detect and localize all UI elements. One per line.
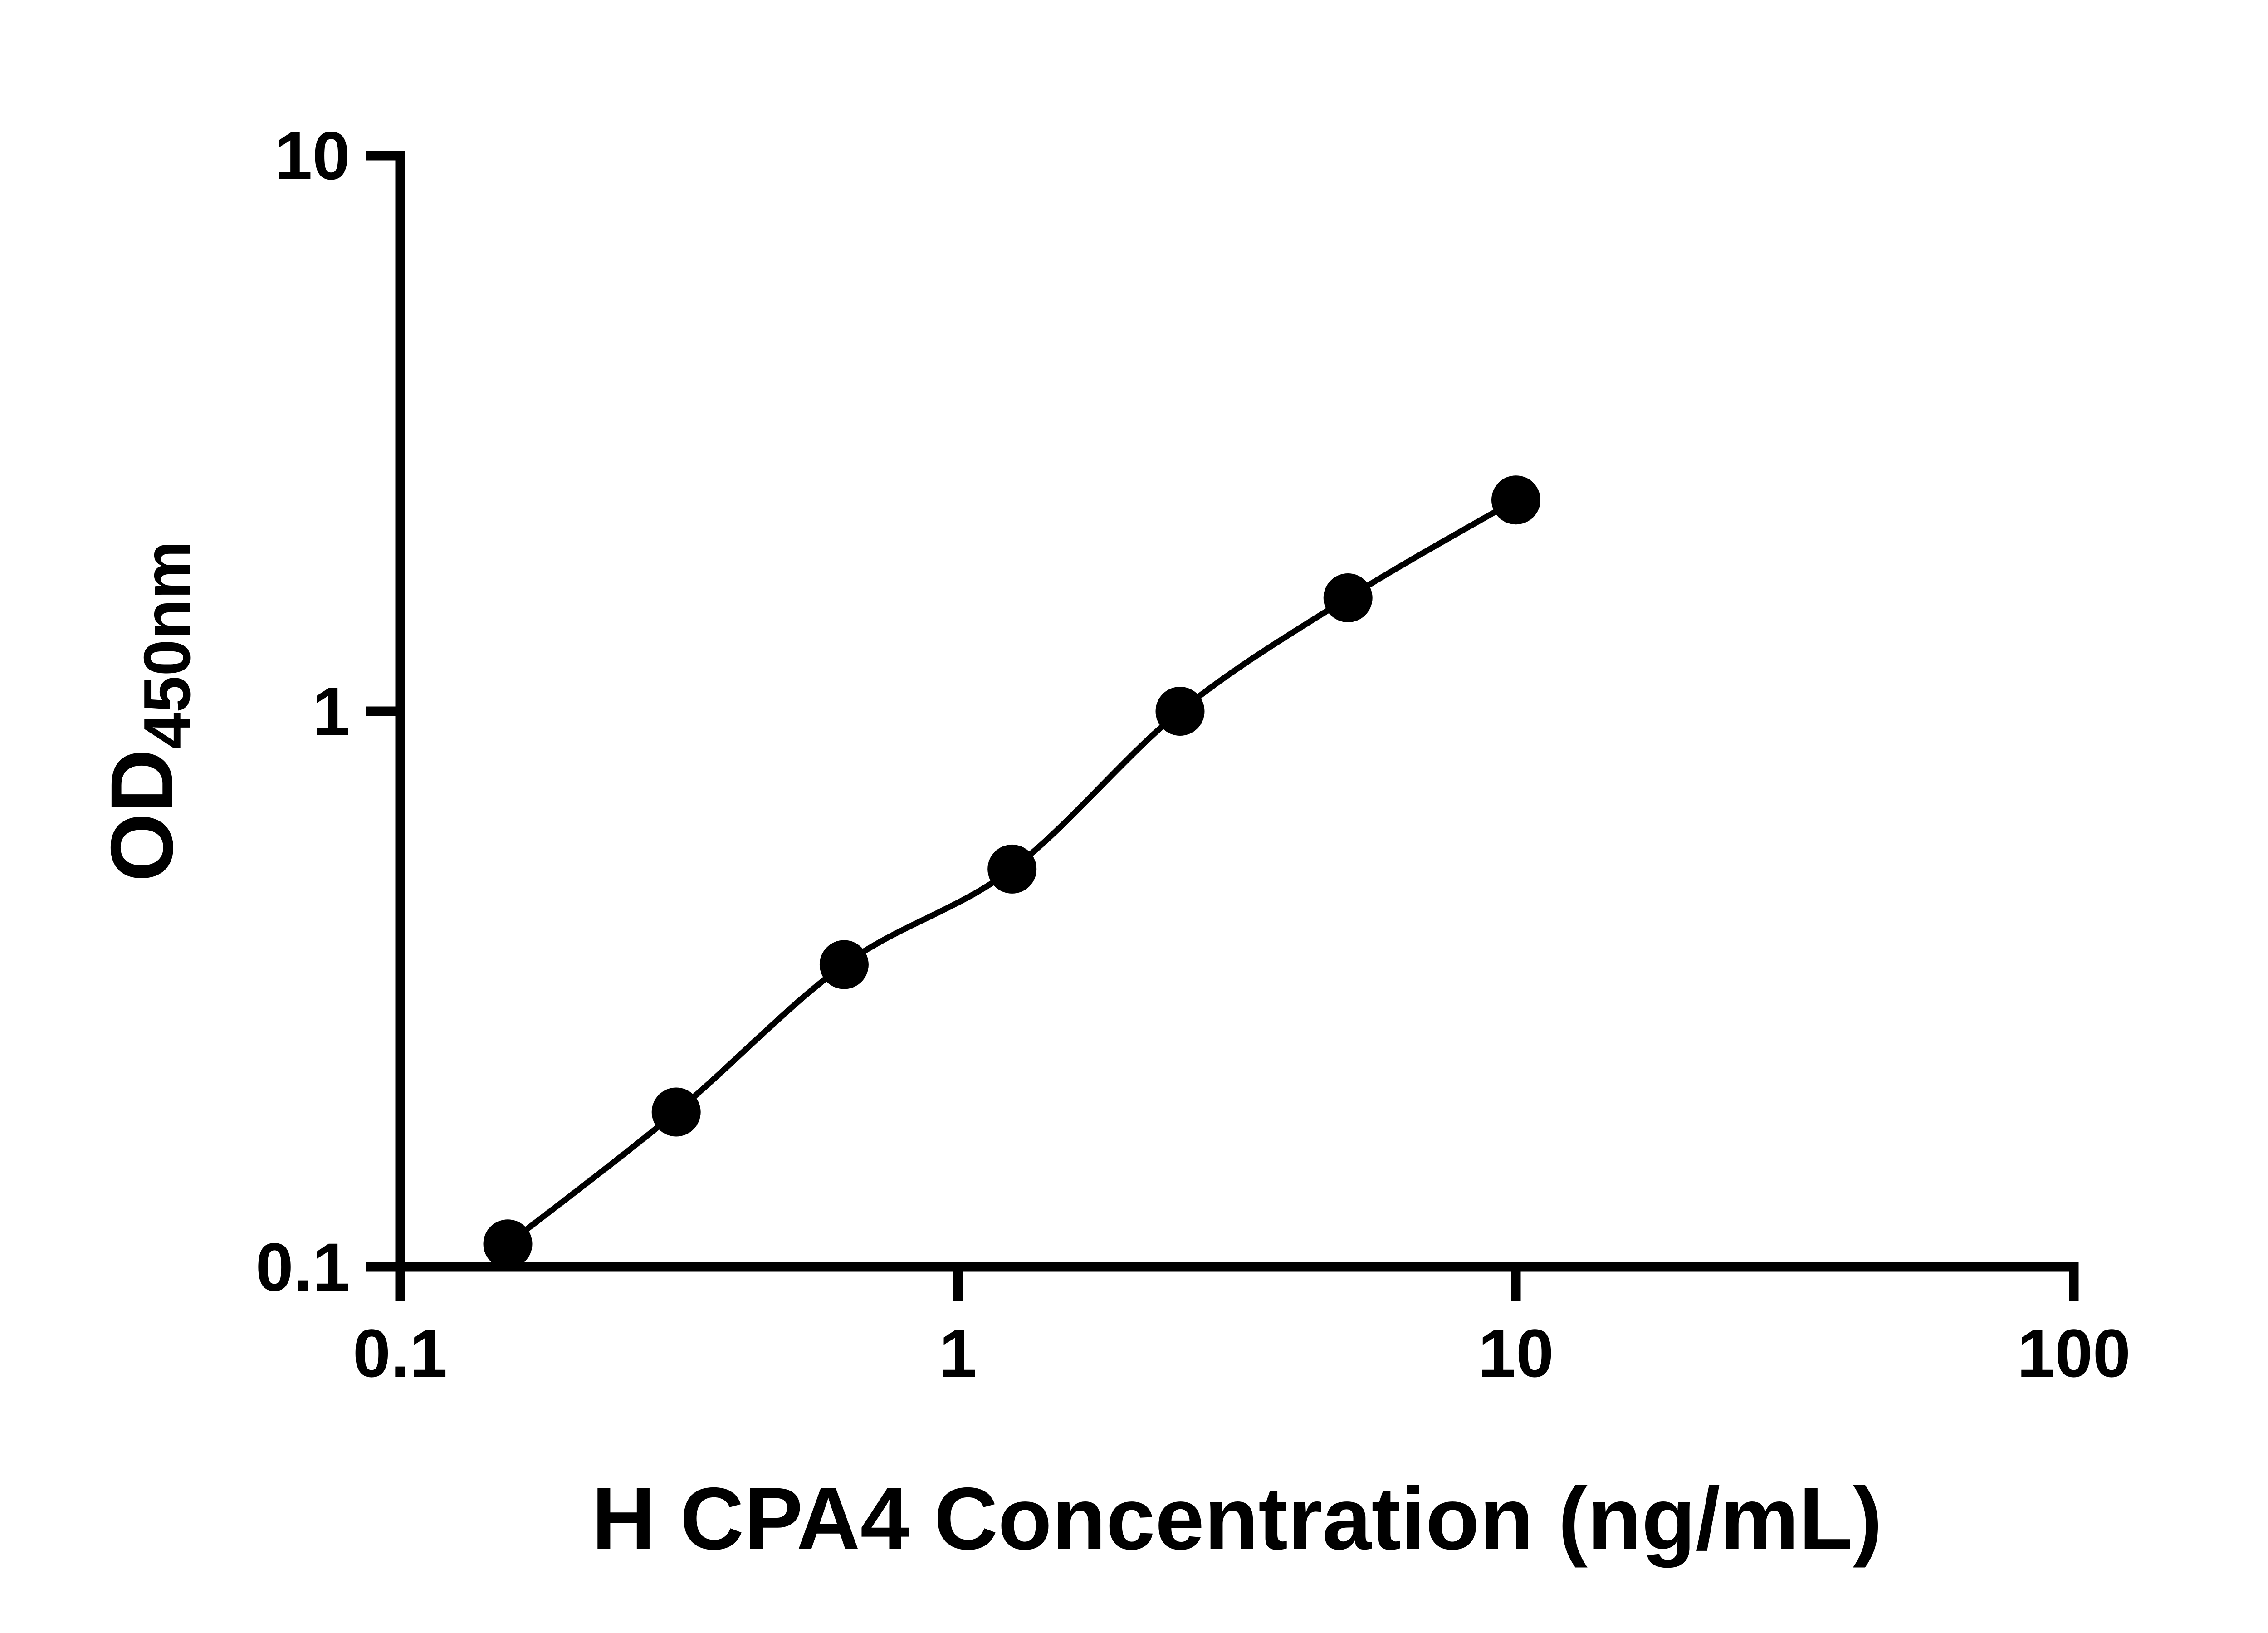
data-point-marker: [1491, 475, 1540, 525]
axis-spine: [395, 151, 2079, 1272]
x-tick-label: 100: [2017, 1315, 2131, 1391]
x-tick-label: 0.1: [353, 1315, 448, 1391]
y-tick-label: 1: [313, 673, 350, 749]
y-tick-label: 10: [274, 117, 350, 194]
y-axis-title-subscript: 450nm: [130, 541, 204, 749]
data-point-marker: [819, 940, 869, 989]
data-point-marker: [1155, 687, 1205, 736]
y-tick-label: 0.1: [255, 1229, 350, 1305]
axes: 0.1 1 10 100 10 1 0.1: [255, 117, 2131, 1391]
y-axis-title-main: OD: [93, 749, 191, 882]
y-axis-title: OD450nm: [93, 541, 204, 882]
x-tick-label: 1: [939, 1315, 977, 1391]
x-tick-label: 10: [1478, 1315, 1554, 1391]
data-point-marker: [483, 1219, 533, 1269]
x-axis-title: H CPA4 Concentration (ng/mL): [591, 1469, 1882, 1568]
data-point-marker: [1323, 573, 1373, 622]
curve-and-points: [483, 475, 1540, 1269]
data-point-marker: [987, 844, 1037, 894]
data-point-marker: [651, 1087, 701, 1137]
